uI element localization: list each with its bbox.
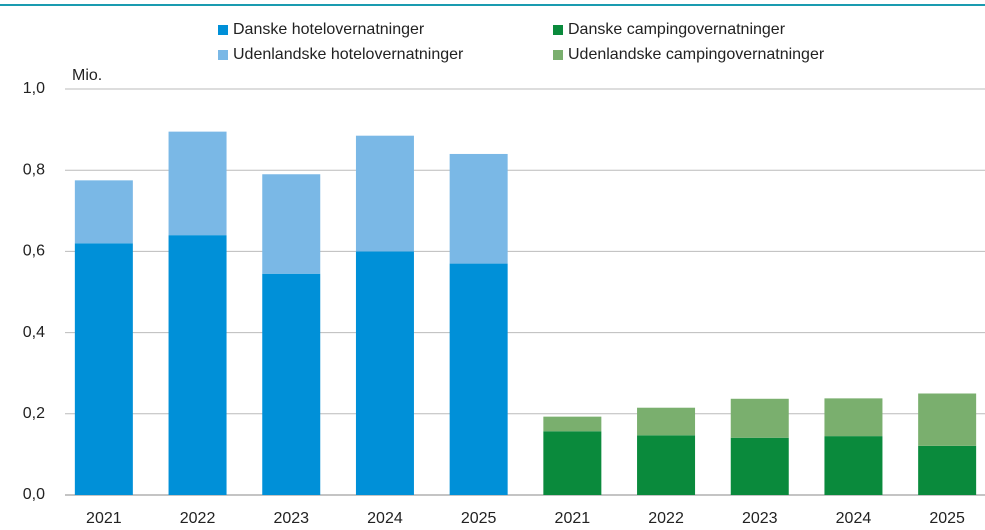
bar-segment <box>824 436 883 495</box>
legend-swatch <box>553 25 563 35</box>
bar-segment <box>262 174 321 274</box>
legend-label: Udenlandske campingovernatninger <box>568 46 825 63</box>
bar-segment <box>168 235 227 495</box>
bar-segment <box>449 263 508 495</box>
x-tick-label: 2025 <box>461 510 497 527</box>
bar-segment <box>637 407 696 436</box>
bar-segment <box>918 393 977 446</box>
bar-segment <box>543 431 602 495</box>
legend-label: Danske hotelovernatninger <box>233 21 425 38</box>
x-tick-label: 2021 <box>555 510 591 527</box>
bar-segment <box>262 273 321 495</box>
x-tick-label: 2022 <box>648 510 684 527</box>
bar-segment <box>637 435 696 495</box>
x-tick-label: 2022 <box>180 510 216 527</box>
legend-swatch <box>218 50 228 60</box>
bar-segment <box>449 153 508 264</box>
bar-segment <box>918 445 977 495</box>
x-tick-label: 2025 <box>929 510 965 527</box>
legend-swatch <box>553 50 563 60</box>
bar-segment <box>168 131 227 236</box>
x-tick-label: 2021 <box>86 510 122 527</box>
bar-segment <box>543 416 602 432</box>
y-tick-label: 0,8 <box>23 161 45 178</box>
x-tick-label: 2024 <box>836 510 872 527</box>
legend-label: Udenlandske hotelovernatninger <box>233 46 464 63</box>
bar-segment <box>730 437 789 495</box>
y-tick-label: 0,2 <box>23 405 45 422</box>
unit-label: Mio. <box>72 67 102 84</box>
y-tick-label: 0,0 <box>23 486 45 503</box>
bar-segment <box>824 398 883 437</box>
y-tick-label: 0,6 <box>23 243 45 260</box>
bar-segment <box>74 180 133 244</box>
bar-segment <box>355 251 414 495</box>
x-tick-label: 2023 <box>742 510 778 527</box>
bar-segment <box>74 243 133 495</box>
y-tick-label: 1,0 <box>23 80 45 97</box>
legend-swatch <box>218 25 228 35</box>
legend-label: Danske campingovernatninger <box>568 21 786 38</box>
x-tick-label: 2024 <box>367 510 403 527</box>
bar-segment <box>730 398 789 438</box>
bar-segment <box>355 135 414 252</box>
x-tick-label: 2023 <box>273 510 309 527</box>
y-tick-label: 0,4 <box>23 324 45 341</box>
